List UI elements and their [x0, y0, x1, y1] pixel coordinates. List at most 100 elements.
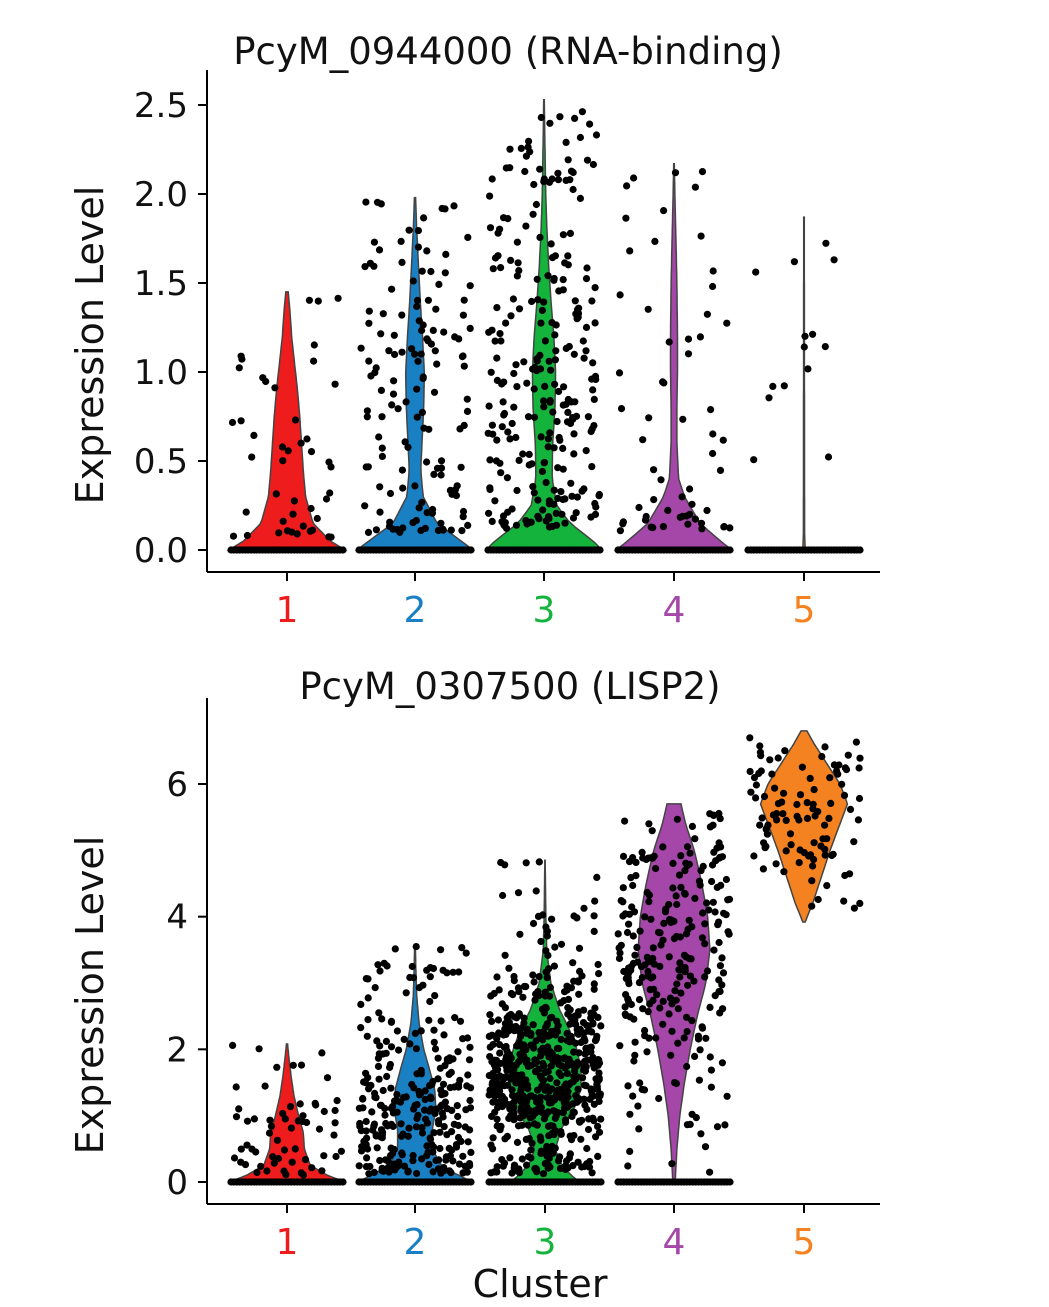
- data-point: [297, 1061, 306, 1069]
- data-point: [707, 406, 715, 414]
- data-point: [678, 493, 686, 501]
- data-point: [659, 1020, 667, 1028]
- data-point: [551, 380, 559, 388]
- data-point: [497, 469, 505, 477]
- data-point: [798, 763, 807, 771]
- data-point: [365, 357, 373, 365]
- data-point: [434, 1054, 442, 1062]
- data-point: [496, 1049, 504, 1057]
- data-point: [625, 858, 634, 866]
- data-point: [488, 1080, 496, 1088]
- data-point: [507, 312, 515, 320]
- data-point: [579, 1019, 588, 1027]
- data-point: [563, 982, 571, 990]
- data-point: [697, 867, 705, 875]
- data-point: [413, 1070, 421, 1078]
- data-point: [451, 333, 459, 341]
- data-point: [413, 302, 421, 311]
- data-point: [534, 1086, 542, 1094]
- data-point: [413, 296, 422, 304]
- data-point: [455, 1160, 464, 1168]
- data-point: [530, 489, 538, 497]
- data-point: [632, 858, 640, 867]
- data-point: [388, 401, 396, 409]
- data-point: [621, 1003, 629, 1011]
- data-point: [669, 884, 677, 892]
- data-point: [592, 1075, 600, 1083]
- data-point: [374, 961, 382, 969]
- data-point: [691, 1052, 699, 1060]
- data-point: [429, 326, 437, 334]
- data-point: [255, 1045, 263, 1053]
- data-point: [486, 192, 494, 200]
- data-point: [552, 509, 560, 517]
- data-point: [299, 1117, 307, 1126]
- data-point: [326, 489, 334, 497]
- points-cluster-4: [614, 168, 734, 554]
- data-point: [357, 1000, 365, 1009]
- data-point: [686, 485, 694, 493]
- data-point: [467, 1178, 475, 1186]
- data-point: [545, 1087, 554, 1095]
- data-point: [427, 1095, 435, 1103]
- data-point: [621, 910, 629, 918]
- data-point: [686, 849, 694, 857]
- data-point: [313, 514, 321, 523]
- data-point: [806, 774, 814, 783]
- data-point: [544, 1122, 553, 1130]
- data-point: [537, 1046, 545, 1055]
- data-point: [545, 497, 554, 505]
- data-point: [642, 512, 650, 521]
- data-point: [371, 369, 379, 377]
- data-point: [448, 1128, 456, 1136]
- data-point: [683, 1062, 691, 1071]
- data-point: [639, 854, 647, 862]
- data-point: [705, 906, 713, 914]
- data-point: [489, 430, 497, 438]
- data-point: [527, 1031, 535, 1039]
- data-point: [581, 1067, 590, 1075]
- data-point: [703, 310, 712, 318]
- data-point: [659, 843, 667, 851]
- data-point: [310, 341, 318, 349]
- data-point: [339, 546, 347, 554]
- data-point: [365, 307, 373, 315]
- data-point: [786, 830, 795, 838]
- data-point: [361, 263, 369, 271]
- data-point: [514, 984, 523, 992]
- x-tick-label-cluster-4: 4: [663, 1222, 686, 1263]
- data-point: [493, 376, 501, 384]
- data-point: [706, 1003, 714, 1012]
- data-point: [389, 390, 398, 398]
- data-point: [521, 167, 529, 176]
- data-point: [617, 405, 626, 413]
- violin-cluster-5: [759, 730, 849, 923]
- data-point: [569, 185, 577, 194]
- data-point: [527, 1146, 535, 1154]
- data-point: [563, 418, 572, 426]
- data-point: [464, 1138, 472, 1146]
- data-point: [269, 1153, 277, 1161]
- data-point: [544, 443, 552, 451]
- data-point: [819, 835, 827, 843]
- data-point: [370, 1120, 378, 1128]
- data-point: [489, 1134, 497, 1142]
- data-point: [636, 927, 644, 935]
- data-point: [542, 478, 550, 487]
- data-point: [551, 331, 559, 339]
- data-point: [586, 1095, 594, 1103]
- data-point: [664, 506, 672, 514]
- data-point: [631, 1051, 639, 1059]
- data-point: [357, 1024, 365, 1032]
- data-point: [387, 1144, 395, 1152]
- data-point: [525, 1135, 533, 1143]
- data-point: [278, 443, 287, 451]
- data-point: [768, 770, 776, 778]
- data-point: [459, 507, 468, 516]
- data-point: [418, 326, 426, 334]
- data-point: [619, 520, 627, 528]
- data-point: [564, 408, 572, 416]
- data-point: [635, 1125, 643, 1133]
- data-point: [362, 198, 370, 206]
- data-point: [514, 1058, 523, 1066]
